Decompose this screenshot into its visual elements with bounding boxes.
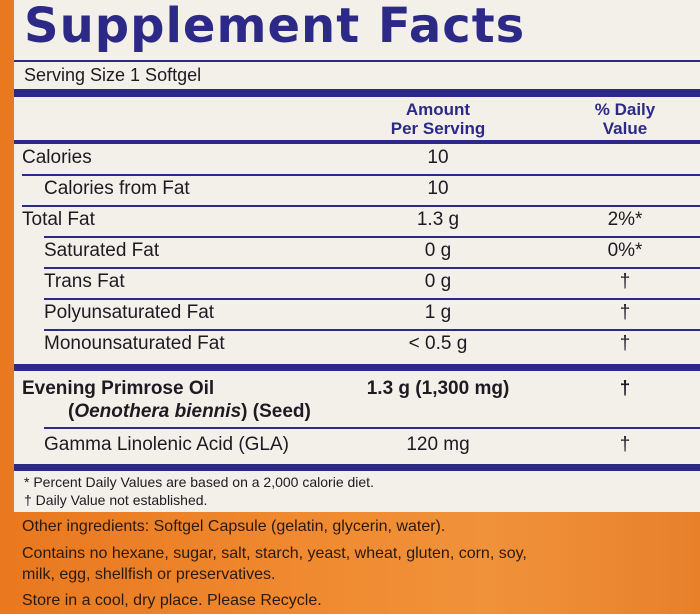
nutrient-label: Polyunsaturated Fat (44, 302, 215, 323)
nutrient-label: Monounsaturated Fat (44, 333, 225, 354)
nutrient-row: Calories from Fat 10 (14, 176, 700, 207)
ingredient-row-epo: Evening Primrose Oil 1.3 g (1,300 mg) † … (14, 373, 700, 429)
allergen-statement-line2: milk, egg, shellfish or preservatives. (22, 566, 276, 583)
ingredient-dv: † (619, 434, 631, 455)
nutrient-amount: 1 g (424, 302, 452, 323)
thick-divider-bottom (14, 464, 700, 471)
serving-size: Serving Size 1 Softgel (24, 65, 202, 85)
nutrient-label: Calories (22, 147, 92, 168)
row-rule (44, 427, 700, 429)
nutrient-dv: † (619, 302, 631, 323)
title-rule (14, 60, 700, 62)
nutrient-dv: † (619, 271, 631, 292)
ingredient-row-gla: Gamma Linolenic Acid (GLA) 120 mg † (14, 429, 700, 463)
ingredient-dv: † (619, 378, 631, 399)
nutrient-label: Total Fat (22, 209, 95, 230)
ingredient-amount: 1.3 g (1,300 mg) (366, 378, 510, 399)
nutrient-row: Total Fat 1.3 g 2%* (14, 207, 700, 238)
row-rule (44, 267, 700, 269)
header-divider (14, 140, 700, 144)
storage-instructions: Store in a cool, dry place. Please Recyc… (22, 592, 322, 609)
amount-header-line1: Amount (405, 100, 471, 119)
nutrient-dv: 2%* (607, 209, 643, 230)
nutrient-label: Calories from Fat (44, 178, 190, 199)
other-ingredients: Other ingredients: Softgel Capsule (gela… (22, 518, 446, 535)
nutrient-amount: 0 g (424, 240, 452, 261)
nutrient-dv: 0%* (607, 240, 643, 261)
row-rule (44, 298, 700, 300)
ingredient-amount: 120 mg (406, 434, 470, 455)
nutrient-amount: 10 (427, 178, 449, 199)
source-part: ) (Seed) (241, 401, 311, 422)
nutrient-row: Saturated Fat 0 g 0%* (14, 238, 700, 269)
ingredient-source: (Oenothera biennis) (Seed) (68, 401, 311, 423)
ingredient-label: Evening Primrose Oil (22, 378, 215, 399)
amount-header-line2: Per Serving (390, 119, 486, 138)
dv-header-line2: Value (602, 119, 648, 138)
supplement-facts-panel: Supplement Facts Serving Size 1 Softgel … (14, 0, 700, 512)
row-rule (22, 174, 700, 176)
nutrient-amount: 0 g (424, 271, 452, 292)
nutrient-label: Saturated Fat (44, 240, 160, 261)
dv-header-line1: % Daily (594, 100, 656, 119)
nutrient-row: Calories 10 (14, 145, 700, 176)
nutrient-amount: 10 (427, 147, 449, 168)
amount-header: Amount Per Serving (358, 100, 518, 138)
ingredient-label: Gamma Linolenic Acid (GLA) (44, 434, 289, 455)
thick-divider-middle (14, 364, 700, 371)
nutrient-amount: 1.3 g (416, 209, 460, 230)
thick-divider-top (14, 89, 700, 97)
source-latin-name: Oenothera biennis (74, 401, 242, 422)
allergen-statement-line1: Contains no hexane, sugar, salt, starch,… (22, 545, 527, 562)
nutrient-amount: < 0.5 g (408, 333, 468, 354)
nutrient-dv: † (619, 333, 631, 354)
nutrient-row: Polyunsaturated Fat 1 g † (14, 300, 700, 331)
nutrient-row: Monounsaturated Fat < 0.5 g † (14, 331, 700, 362)
nutrient-label: Trans Fat (44, 271, 125, 292)
panel-title: Supplement Facts (24, 0, 526, 54)
daily-value-header: % Daily Value (574, 100, 676, 138)
footnote-dv-not-established: † Daily Value not established. (24, 492, 208, 508)
row-rule (44, 329, 700, 331)
footnote-percent-dv: * Percent Daily Values are based on a 2,… (24, 474, 374, 490)
source-open-paren: ( (68, 401, 75, 422)
row-rule (44, 236, 700, 238)
nutrient-row: Trans Fat 0 g † (14, 269, 700, 300)
row-rule (22, 205, 700, 207)
